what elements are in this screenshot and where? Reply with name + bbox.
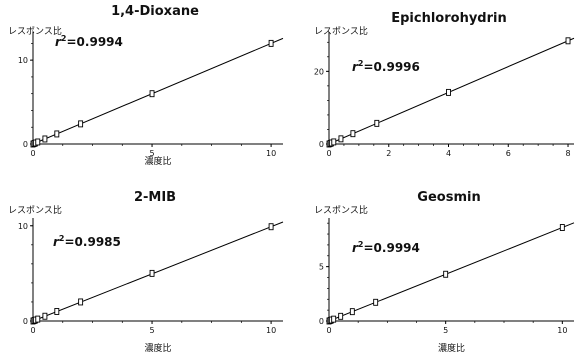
data-point <box>149 269 155 277</box>
data-point <box>374 119 380 127</box>
x-tick-label: 0 <box>30 149 35 158</box>
x-axis-label: 濃度比 <box>144 342 171 354</box>
y-tick-label: 20 <box>314 67 324 76</box>
r-squared-label: r2=0.9994 <box>352 240 420 255</box>
chart-panel-2: Epichlorohydrin レスポンス比 0 2 4 6 8 0 20 r2=0.9996 <box>314 11 575 158</box>
x-tick-label: 10 <box>266 326 276 335</box>
y-tick-label: 0 <box>23 140 28 149</box>
y-tick-label: 0 <box>319 140 324 149</box>
data-point <box>565 37 571 45</box>
data-point <box>268 39 274 47</box>
chart-title: 1,4-Dioxane <box>111 4 199 19</box>
data-point <box>35 138 41 146</box>
data-point <box>331 315 337 323</box>
chart-title: Geosmin <box>417 190 480 205</box>
x-tick-label: 6 <box>506 149 511 158</box>
data-point <box>331 138 337 146</box>
y-tick-label: 0 <box>319 317 324 326</box>
data-point <box>42 312 48 320</box>
x-tick-label: 5 <box>443 326 448 335</box>
data-point <box>42 135 48 143</box>
y-tick-label: 5 <box>319 263 324 272</box>
x-tick-label: 2 <box>386 149 391 158</box>
y-axis-label: レスポンス比 <box>314 25 368 37</box>
y-axis-label: レスポンス比 <box>8 25 62 37</box>
x-tick-label: 0 <box>326 326 331 335</box>
x-tick-label: 0 <box>326 149 331 158</box>
y-tick-label: 0 <box>23 317 28 326</box>
r-squared-label: r2=0.9994 <box>55 34 123 49</box>
r-squared-label: r2=0.9996 <box>352 59 420 74</box>
data-point <box>443 270 449 278</box>
data-point <box>559 224 565 231</box>
data-point <box>338 312 344 320</box>
x-tick-label: 8 <box>565 149 570 158</box>
data-point <box>54 308 60 315</box>
y-axis-label: レスポンス比 <box>8 204 62 216</box>
x-tick-label: 10 <box>266 149 276 158</box>
x-tick-label: 0 <box>30 326 35 335</box>
x-axis-label: 濃度比 <box>144 155 171 167</box>
data-point <box>268 223 274 231</box>
regression-line <box>328 37 575 145</box>
regression-line <box>32 37 284 145</box>
data-point <box>35 315 41 323</box>
x-tick-label: 10 <box>557 326 567 335</box>
y-tick-label: 10 <box>18 56 28 65</box>
data-point <box>338 135 344 143</box>
regression-line <box>328 222 575 322</box>
data-point <box>54 130 60 138</box>
data-point <box>78 120 84 128</box>
y-tick-label: 10 <box>18 222 28 231</box>
x-tick-label: 5 <box>150 326 155 335</box>
r-squared-label: r2=0.9985 <box>53 234 121 249</box>
regression-line <box>32 221 284 322</box>
chart-title: Epichlorohydrin <box>391 11 507 26</box>
data-point <box>350 130 356 138</box>
x-axis-label: 濃度比 <box>438 342 465 354</box>
x-tick-label: 5 <box>150 149 155 158</box>
x-tick-label: 4 <box>446 149 451 158</box>
data-point <box>349 308 355 316</box>
data-point <box>149 90 155 98</box>
data-point <box>373 298 379 306</box>
chart-title: 2-MIB <box>134 190 176 205</box>
data-point <box>78 298 84 306</box>
y-axis-label: レスポンス比 <box>314 204 368 216</box>
data-point <box>446 88 451 96</box>
